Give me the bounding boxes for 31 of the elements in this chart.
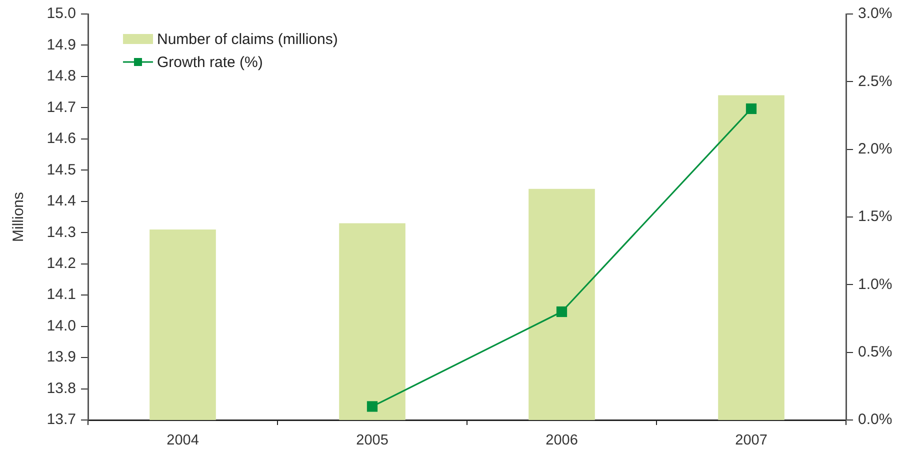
y-tick-label: 14.6 [46, 130, 76, 148]
y-axis-title: Millions [10, 192, 28, 242]
x-tick-label: 2004 [166, 432, 199, 449]
y2-tick-label: 0.0% [858, 411, 892, 428]
y-tick-label: 13.7 [46, 411, 76, 428]
y-tick-label: 14.1 [46, 286, 76, 304]
y-tick-label: 14.4 [46, 192, 76, 210]
y2-tick-label: 0.5% [858, 343, 892, 360]
y-tick-label: 14.3 [46, 224, 76, 241]
y-tick-label: 15.0 [46, 5, 76, 22]
y-tick-label: 14.8 [46, 68, 76, 85]
y-tick-label: 14.0 [46, 317, 76, 334]
x-tick-label: 2007 [735, 432, 768, 449]
y-tick-label: 13.9 [46, 348, 76, 366]
point [746, 103, 757, 114]
point [366, 401, 378, 412]
y-tick-label: 14.7 [46, 98, 76, 116]
y2-tick-label: 1.5% [858, 208, 892, 226]
legend-label: Number of claims (millions) [157, 31, 338, 48]
y-tick-label: 14.2 [46, 254, 76, 272]
y-tick-label: 14.5 [46, 161, 76, 178]
y-tick-label: 14.9 [46, 36, 76, 54]
y-tick-label: 13.8 [46, 380, 76, 397]
legend-label: Growth rate (%) [157, 54, 263, 72]
y2-tick-label: 1.0% [858, 276, 892, 293]
y2-tick-label: 2.5% [858, 72, 892, 90]
y2-tick-label: 3.0% [858, 5, 892, 22]
y2-tick-label: 2.0% [858, 140, 892, 158]
x-tick-label: 2005 [356, 432, 388, 449]
point [556, 306, 568, 318]
x-tick-label: 2006 [546, 432, 578, 449]
